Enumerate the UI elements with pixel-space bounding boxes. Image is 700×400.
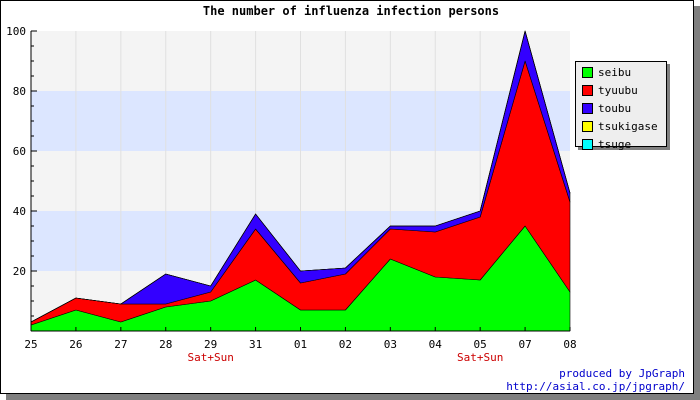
chart-title: The number of influenza infection person… — [202, 4, 500, 18]
chart-plot: 20 40 60 80 100 25 26 27 28 29 31 01 02 03 04 05 07 08 Sat… — [6, 25, 577, 364]
legend-item-toubu: toubu — [582, 100, 666, 116]
chart-frame: The number of influenza infection person… — [0, 0, 694, 394]
x-tick-label: 27 — [114, 338, 127, 351]
legend-label: toubu — [598, 101, 632, 115]
legend-item-tsukigase: tsukigase — [582, 118, 666, 134]
x-tick-label: 03 — [384, 338, 397, 351]
legend-swatch — [582, 102, 593, 114]
x-tick-label: 29 — [204, 338, 217, 351]
x-tick-label: 31 — [249, 338, 262, 351]
y-tick-label: 100 — [6, 25, 26, 38]
x-tick-label: 02 — [339, 338, 352, 351]
x-tick-label: 01 — [294, 338, 307, 351]
y-tick-label: 20 — [13, 265, 26, 278]
legend-label: seibu — [598, 65, 632, 79]
area-tsuge — [30, 30, 571, 323]
x-tick-label: 07 — [518, 338, 531, 351]
credit-produced-by: produced by JpGraph — [559, 367, 685, 380]
legend: seibu tyuubu toubu tsukigase tsuge — [575, 61, 667, 151]
y-tick-label: 80 — [13, 85, 26, 98]
y-tick-label: 40 — [13, 205, 26, 218]
x-tick-label: 04 — [429, 338, 443, 351]
legend-label: tsuge — [598, 137, 632, 151]
legend-swatch — [582, 120, 593, 132]
legend-swatch — [582, 84, 593, 96]
x-tick-label: 08 — [563, 338, 576, 351]
x-note-label: Sat+Sun — [187, 351, 233, 364]
legend-item-tyuubu: tyuubu — [582, 82, 666, 98]
x-tick-label: 25 — [24, 338, 37, 351]
x-tick-label: 28 — [159, 338, 172, 351]
legend-label: tsukigase — [598, 119, 658, 133]
x-tick-label: 05 — [474, 338, 487, 351]
credit-url: http://asial.co.jp/jpgraph/ — [506, 380, 685, 393]
y-tick-label: 60 — [13, 145, 26, 158]
legend-item-seibu: seibu — [582, 64, 666, 80]
x-tick-label: 26 — [69, 338, 82, 351]
legend-swatch — [582, 66, 593, 78]
x-note-label: Sat+Sun — [457, 351, 503, 364]
legend-item-tsuge: tsuge — [582, 136, 666, 152]
legend-swatch — [582, 138, 593, 150]
legend-label: tyuubu — [598, 83, 638, 97]
